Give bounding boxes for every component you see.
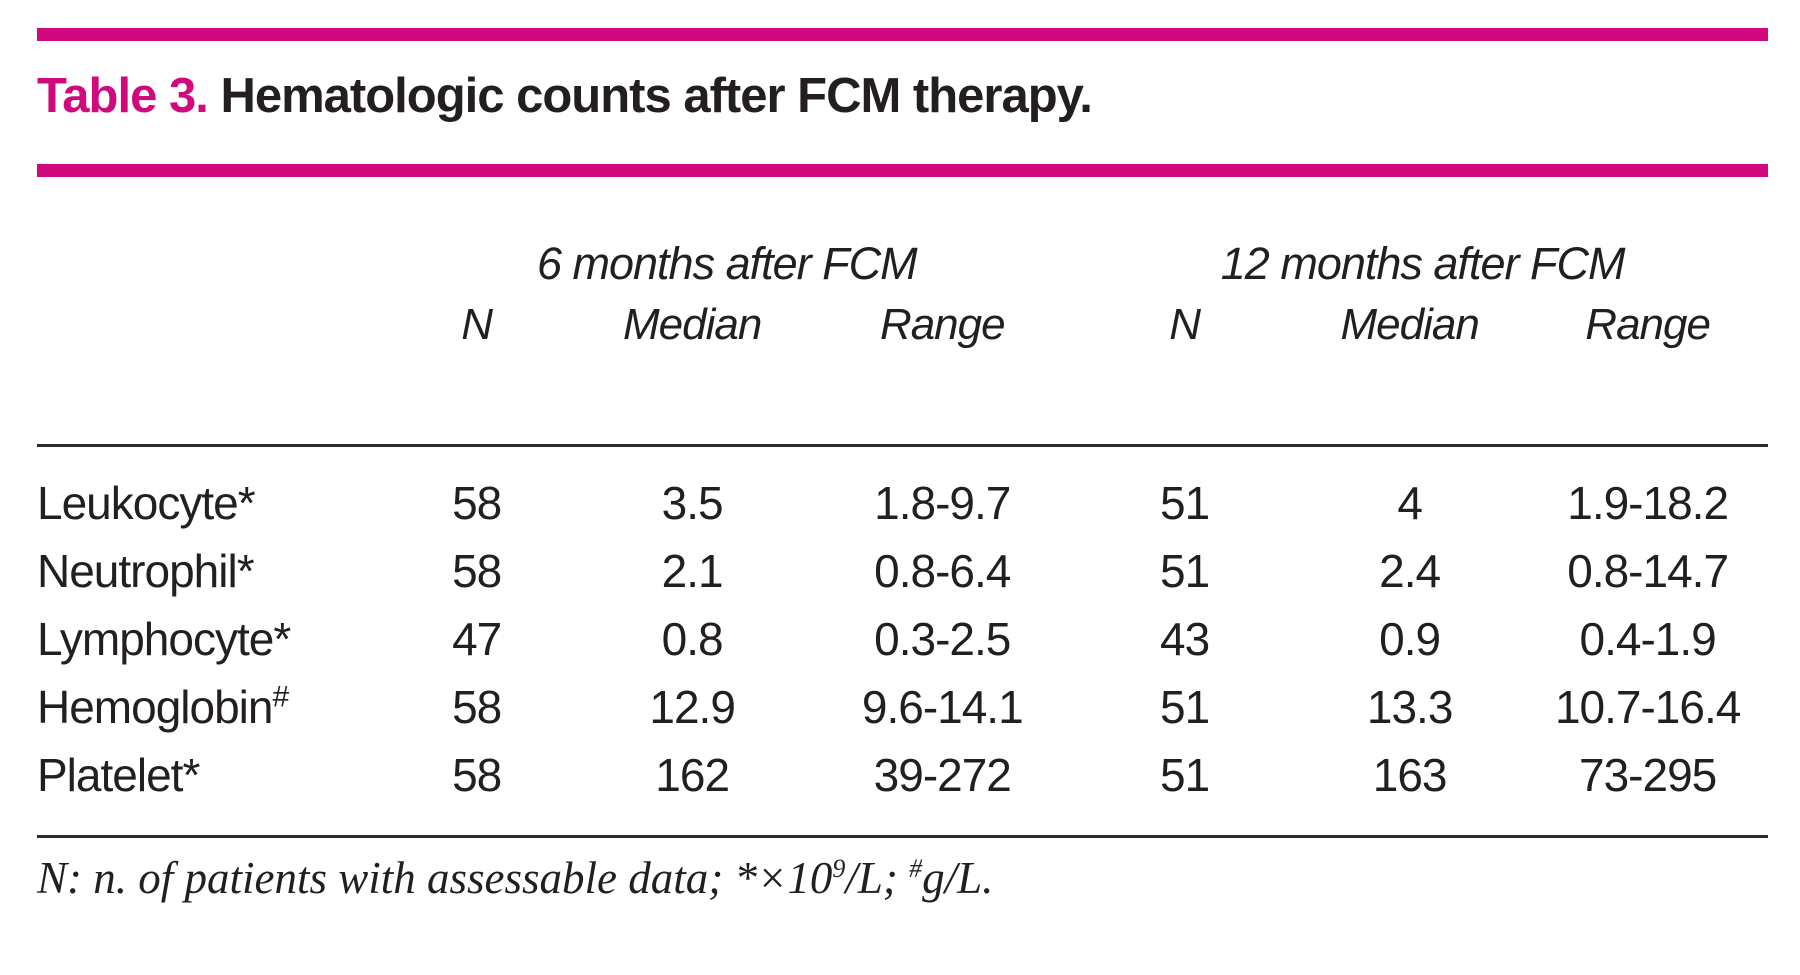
column-header-range-6mo: Range	[879, 300, 1006, 349]
table-title: Table 3. Hematologic counts after FCM th…	[37, 68, 1093, 124]
hematologic-counts-table: 6 months after FCM 12 months after FCM N…	[37, 238, 1768, 904]
cell-median-6mo: 3.5	[661, 477, 724, 529]
column-header-row: N Median Range N Median Range	[37, 300, 1768, 350]
footnote-tail: g/L.	[922, 853, 994, 903]
footnote-superscript-hash: #	[909, 854, 923, 883]
cell-median-6mo: 2.1	[661, 545, 724, 597]
group-header-12-months: 12 months after FCM	[1220, 238, 1626, 289]
cell-n-12mo: 51	[1160, 681, 1210, 733]
cell-n-6mo: 58	[452, 545, 502, 597]
row-label: Platelet*	[37, 741, 376, 809]
cell-range-12mo: 73-295	[1579, 749, 1717, 801]
cell-range-12mo: 10.7-16.4	[1554, 681, 1741, 733]
footnote-superscript-9: 9	[832, 854, 846, 883]
footnote-mid: /L;	[845, 853, 910, 903]
cell-range-12mo: 1.9-18.2	[1567, 477, 1729, 529]
table-top-rule	[37, 444, 1768, 447]
cell-median-12mo: 163	[1372, 749, 1448, 801]
column-header-n-12mo: N	[1169, 300, 1201, 349]
table-row-neutrophil: Neutrophil* 58 2.1 0.8-6.4 51 2.4 0.8-14…	[37, 537, 1768, 605]
row-label: Lymphocyte*	[37, 605, 376, 673]
cell-range-6mo: 9.6-14.1	[861, 681, 1024, 733]
cell-n-12mo: 43	[1160, 613, 1210, 665]
cell-n-6mo: 58	[452, 749, 502, 801]
group-header-6-months: 6 months after FCM	[536, 238, 918, 289]
cell-range-6mo: 1.8-9.7	[874, 477, 1011, 529]
table-row-hemoglobin: Hemoglobin# 58 12.9 9.6-14.1 51 13.3 10.…	[37, 673, 1768, 741]
title-bottom-accent-rule	[37, 164, 1768, 177]
footnote-lead: N: n. of patients with assessable data; …	[37, 853, 833, 903]
cell-median-12mo: 0.9	[1379, 613, 1441, 665]
row-label-marker: #	[272, 680, 290, 714]
column-header-n-6mo: N	[461, 300, 493, 349]
table-footnote: N: n. of patients with assessable data; …	[37, 852, 1768, 904]
cell-median-12mo: 2.4	[1379, 545, 1441, 597]
cell-range-6mo: 0.8-6.4	[874, 545, 1011, 597]
row-label: Leukocyte*	[37, 469, 376, 537]
row-label: Hemoglobin#	[37, 673, 376, 741]
cell-n-12mo: 51	[1160, 545, 1210, 597]
cell-median-6mo: 0.8	[661, 613, 724, 665]
row-label-text: Hemoglobin	[37, 681, 273, 733]
column-header-median-6mo: Median	[623, 300, 762, 349]
cell-median-12mo: 4	[1397, 477, 1423, 529]
row-label-text: Lymphocyte	[37, 613, 274, 665]
table-body: Leukocyte* 58 3.5 1.8-9.7 51 4 1.9-18.2 …	[37, 469, 1768, 809]
cell-range-6mo: 39-272	[873, 749, 1012, 801]
table-title-text: Hematologic counts after FCM therapy.	[207, 69, 1092, 123]
row-label-marker: *	[273, 613, 292, 665]
row-label: Neutrophil*	[37, 537, 376, 605]
cell-n-12mo: 51	[1160, 749, 1210, 801]
cell-range-6mo: 0.3-2.5	[874, 613, 1011, 665]
table-number: Table 3.	[37, 69, 209, 123]
cell-n-6mo: 58	[452, 681, 502, 733]
column-group-header-row: 6 months after FCM 12 months after FCM	[37, 238, 1768, 290]
cell-n-6mo: 47	[452, 613, 502, 665]
table-row-lymphocyte: Lymphocyte* 47 0.8 0.3-2.5 43 0.9 0.4-1.…	[37, 605, 1768, 673]
table-row-leukocyte: Leukocyte* 58 3.5 1.8-9.7 51 4 1.9-18.2	[37, 469, 1768, 537]
top-accent-rule	[37, 28, 1768, 41]
cell-n-12mo: 51	[1160, 477, 1210, 529]
column-header-median-12mo: Median	[1340, 300, 1479, 349]
row-label-marker: *	[182, 749, 201, 801]
column-header-range-12mo: Range	[1585, 300, 1711, 349]
table-row-platelet: Platelet* 58 162 39-272 51 163 73-295	[37, 741, 1768, 809]
cell-median-6mo: 12.9	[649, 681, 736, 733]
row-label-text: Neutrophil	[37, 545, 238, 597]
table-bottom-rule	[37, 835, 1768, 838]
cell-range-12mo: 0.4-1.9	[1579, 613, 1717, 665]
cell-median-6mo: 162	[655, 749, 730, 801]
row-label-marker: *	[237, 477, 256, 529]
cell-median-12mo: 13.3	[1366, 681, 1454, 733]
row-label-text: Platelet	[37, 749, 183, 801]
cell-range-12mo: 0.8-14.7	[1567, 545, 1729, 597]
row-label-text: Leukocyte	[37, 477, 239, 529]
row-label-marker: *	[236, 545, 255, 597]
cell-n-6mo: 58	[452, 477, 502, 529]
